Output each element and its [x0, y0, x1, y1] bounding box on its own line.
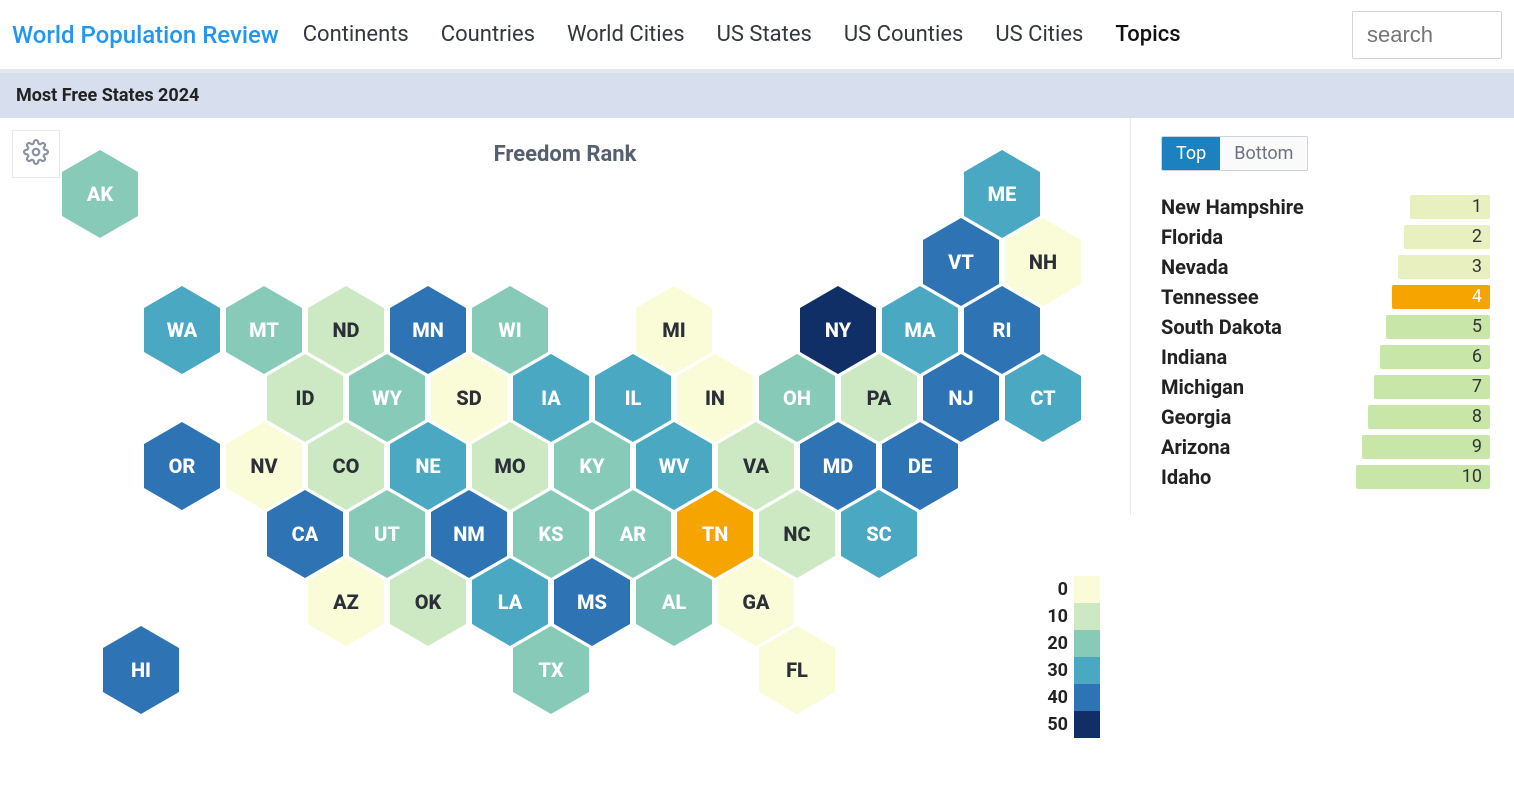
legend-swatch	[1074, 603, 1100, 630]
nav-link-continents[interactable]: Continents	[303, 22, 409, 47]
legend-swatch	[1074, 576, 1100, 603]
nav-link-world-cities[interactable]: World Cities	[567, 22, 685, 47]
main: Freedom Rank AKMEVTNHWAMTNDMNWIMINYMARII…	[0, 118, 1514, 768]
rankings-list: New Hampshire 1 Florida 2 Nevada 3 Tennessee 4 S…	[1161, 195, 1490, 489]
brand-link[interactable]: World Population Review	[12, 21, 279, 49]
nav-link-countries[interactable]: Countries	[441, 22, 535, 47]
rank-row[interactable]: Tennessee 4	[1161, 285, 1490, 309]
rank-row[interactable]: New Hampshire 1	[1161, 195, 1490, 219]
hex-state-wa[interactable]: WA	[142, 284, 222, 376]
legend-swatches	[1074, 576, 1100, 738]
top-nav: World Population Review Continents Count…	[0, 0, 1514, 70]
rank-bar: 4	[1392, 285, 1490, 309]
rank-row[interactable]: Indiana 6	[1161, 345, 1490, 369]
rank-bar: 9	[1362, 435, 1490, 459]
rank-row[interactable]: Arizona 9	[1161, 435, 1490, 459]
nav-link-us-counties[interactable]: US Counties	[844, 22, 964, 47]
nav-links: Continents Countries World Cities US Sta…	[303, 22, 1181, 47]
legend-labels: 01020304050	[1047, 576, 1068, 738]
search-input[interactable]	[1352, 11, 1502, 59]
rank-bar: 7	[1374, 375, 1490, 399]
rank-bar: 6	[1380, 345, 1490, 369]
rank-name: Arizona	[1161, 435, 1311, 459]
rank-row[interactable]: Georgia 8	[1161, 405, 1490, 429]
nav-link-us-states[interactable]: US States	[717, 22, 812, 47]
side-panel: Top Bottom New Hampshire 1 Florida 2 Nevada 3…	[1130, 118, 1510, 515]
rank-row[interactable]: Michigan 7	[1161, 375, 1490, 399]
legend-swatch	[1074, 711, 1100, 738]
hex-state-or[interactable]: OR	[142, 420, 222, 512]
legend-tick: 10	[1047, 603, 1068, 630]
nav-link-topics[interactable]: Topics	[1115, 22, 1180, 47]
nav-link-us-cities[interactable]: US Cities	[995, 22, 1083, 47]
legend-swatch	[1074, 657, 1100, 684]
legend-tick: 40	[1047, 684, 1068, 711]
hex-state-hi[interactable]: HI	[101, 624, 181, 716]
map-area: Freedom Rank AKMEVTNHWAMTNDMNWIMINYMARII…	[0, 118, 1130, 768]
rank-bar: 5	[1386, 315, 1490, 339]
rank-bar: 1	[1410, 195, 1490, 219]
hex-label: HI	[103, 626, 179, 714]
rank-name: Michigan	[1161, 375, 1311, 399]
rank-name: South Dakota	[1161, 315, 1311, 339]
rank-name: New Hampshire	[1161, 195, 1311, 219]
rank-name: Georgia	[1161, 405, 1311, 429]
legend-swatch	[1074, 684, 1100, 711]
hex-label: WA	[144, 286, 220, 374]
rank-name: Indiana	[1161, 345, 1311, 369]
legend-tick: 30	[1047, 657, 1068, 684]
top-bottom-toggle: Top Bottom	[1161, 136, 1308, 171]
rank-row[interactable]: Idaho 10	[1161, 465, 1490, 489]
toggle-top[interactable]: Top	[1162, 137, 1220, 170]
legend-swatch	[1074, 630, 1100, 657]
page-title: Most Free States 2024	[0, 70, 1514, 118]
rank-bar: 8	[1368, 405, 1490, 429]
rank-row[interactable]: Nevada 3	[1161, 255, 1490, 279]
rank-row[interactable]: Florida 2	[1161, 225, 1490, 249]
legend-tick: 20	[1047, 630, 1068, 657]
rank-row[interactable]: South Dakota 5	[1161, 315, 1490, 339]
rank-name: Tennessee	[1161, 285, 1311, 309]
legend-tick: 50	[1047, 711, 1068, 738]
rank-bar: 3	[1398, 255, 1490, 279]
hex-label: OR	[144, 422, 220, 510]
rank-name: Florida	[1161, 225, 1311, 249]
toggle-bottom[interactable]: Bottom	[1220, 137, 1307, 170]
legend-tick: 0	[1047, 576, 1068, 603]
rank-name: Idaho	[1161, 465, 1311, 489]
chart-title: Freedom Rank	[0, 142, 1130, 167]
rank-name: Nevada	[1161, 255, 1311, 279]
legend: 01020304050	[1047, 576, 1100, 738]
rank-bar: 2	[1404, 225, 1490, 249]
rank-bar: 10	[1356, 465, 1490, 489]
